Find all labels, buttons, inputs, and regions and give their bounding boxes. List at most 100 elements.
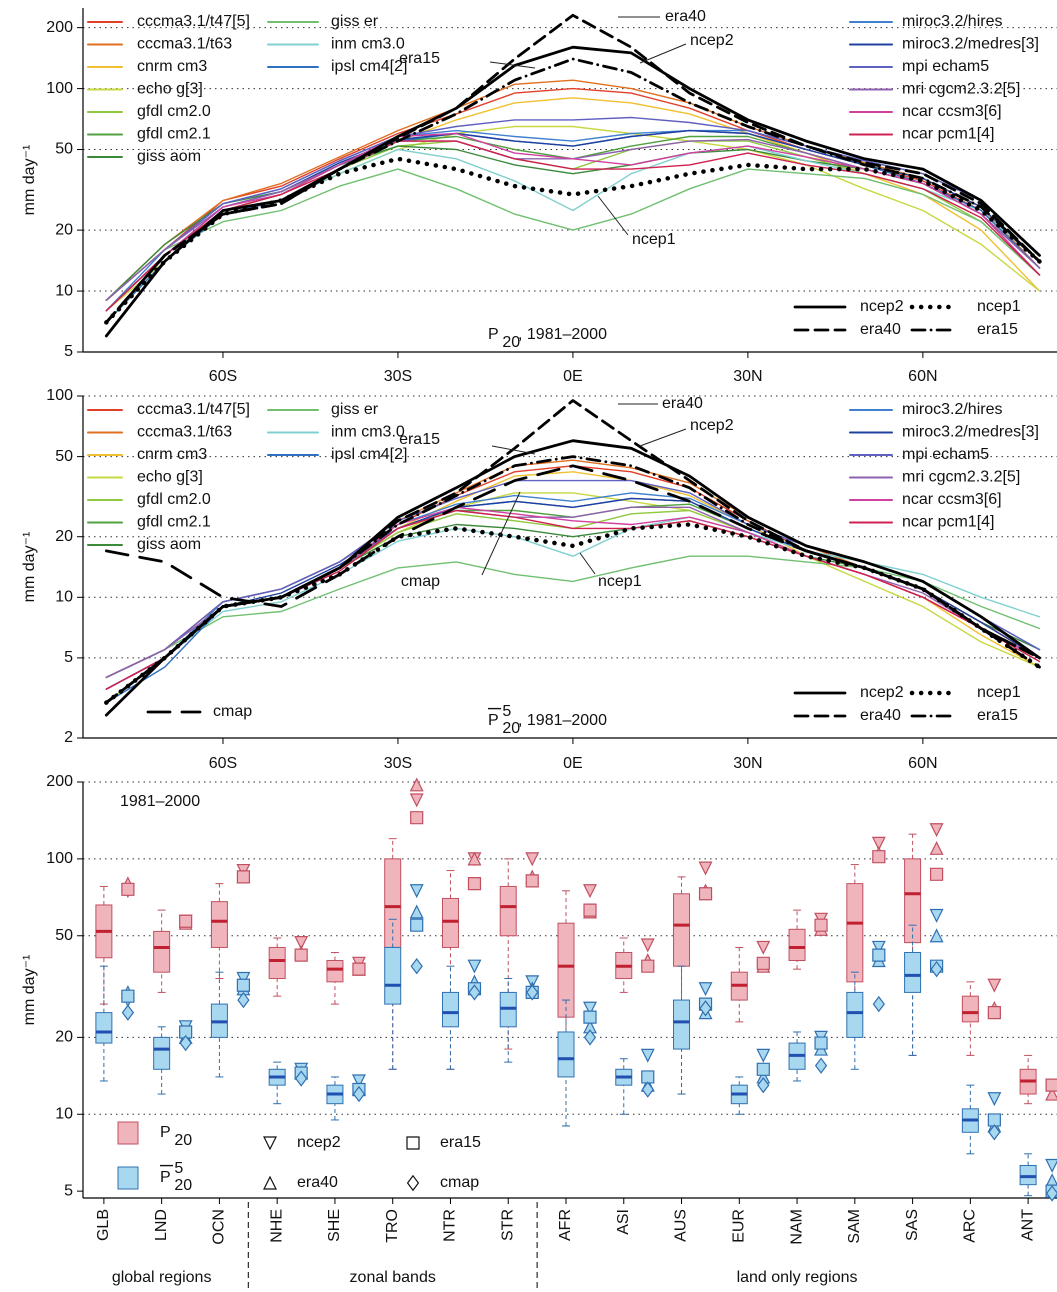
reference-marker [641,1070,655,1084]
panel-title: P [488,712,499,729]
reference-marker [640,1048,655,1063]
x-tick-label: SHE [326,1209,343,1242]
x-tick-label: NAM [788,1209,805,1245]
y-tick-label: 50 [55,141,73,158]
box [499,885,517,937]
legend-box [117,1166,139,1190]
y-tick-label: 2 [64,729,73,746]
reference-marker [263,1136,277,1151]
model-line [105,129,1041,312]
legend-label: cccma3.1/t47[5] [137,401,250,418]
x-tick-label: SAS [904,1209,921,1241]
y-tick-label: 20 [55,528,73,545]
panel-title: 1981–2000 [120,793,200,810]
reference-marker [871,836,886,851]
legend-label: era40 [860,321,901,338]
legend-label: era15 [977,321,1018,338]
box [904,951,922,993]
annotation: era40 [662,395,703,412]
panel-title-rest: , 1981–2000 [518,712,607,729]
reference-marker [583,1029,597,1046]
legend-label: mpi echam5 [902,58,989,75]
x-tick-label: GLB [95,1209,112,1241]
model-line [105,145,1041,312]
annotation-leader [481,491,521,576]
box [961,995,979,1023]
annotation-leader [639,428,687,447]
reference-marker [406,1174,420,1192]
reference-marker [525,874,539,888]
reference-marker [756,1048,771,1063]
reference-marker [410,811,424,825]
box [384,858,402,948]
reference-marker [872,850,886,864]
reference-marker [641,1081,654,1098]
legend-label: cmap [440,1174,479,1191]
reference-marker [352,1085,366,1103]
x-tick-label: EUR [731,1209,748,1243]
box [326,960,344,983]
reference-marker [352,962,366,976]
panel-title-subscript: 20 [502,720,520,737]
x-tick-label: ANT [1019,1209,1036,1241]
legend-label: gfdl cm2.1 [137,126,211,143]
model-line [105,79,1041,301]
reference-marker [179,1034,192,1052]
legend-label-subscript: 20 [174,1132,192,1149]
legend-label: ncar ccsm3[6] [902,103,1002,120]
y-axis-label: mm day⁻¹ [21,955,38,1026]
x-tick-label: 30S [384,368,412,385]
legend-label: mri cgcm2.3.2[5] [902,469,1020,486]
reference-marker [756,940,771,955]
y-tick-label: 100 [46,80,73,97]
reference-marker [237,991,250,1009]
reference-marker [929,823,944,838]
plot-area [104,399,1042,717]
reference-marker [929,928,944,943]
annotation: era40 [665,8,706,25]
reference-marker [988,1124,1001,1141]
y-tick-label: 50 [55,927,73,944]
legend-label: ncep2 [297,1134,341,1151]
reference-marker [410,918,424,932]
box [95,1012,113,1044]
reanalysis-line [104,439,1041,717]
reference-marker [1045,1078,1057,1092]
reanalysis-line [104,522,1042,705]
legend-label-subscript: 20 [174,1177,192,1194]
reference-marker [583,884,597,899]
x-tick-label: NHE [268,1209,285,1243]
x-tick-label: SAM [846,1209,863,1244]
box [557,1031,575,1078]
reference-marker [294,948,308,962]
reference-marker [814,918,828,932]
group-label: land only regions [737,1269,858,1286]
x-tick-label: 60N [908,368,937,385]
panel-title: P [488,326,499,343]
reference-marker [410,957,423,975]
reference-marker [583,1001,597,1016]
reference-marker [987,1006,1001,1020]
x-tick-label: NTR [442,1209,459,1242]
box [788,928,806,962]
legend-label: ipsl cm4[2] [331,58,407,75]
reanalysis-line [104,45,1041,338]
legend-label: inm cm3.0 [331,36,405,53]
box [210,901,228,948]
x-tick-label: AUS [673,1209,690,1242]
legend-label: miroc3.2/hires [902,401,1002,418]
y-tick-label: 200 [46,773,73,790]
reference-marker [583,903,597,917]
y-axis-label: mm day⁻¹ [21,532,38,603]
box [441,991,459,1028]
y-tick-label: 20 [55,221,73,238]
legend-label: ncar pcm1[4] [902,514,994,531]
annotation-leader [491,445,536,455]
reference-marker [236,978,251,992]
legend-label: echo g[3] [137,469,203,486]
annotation: ncep2 [690,417,734,434]
reanalysis-line [104,455,1041,704]
box [153,930,171,973]
model-line [105,135,1041,312]
